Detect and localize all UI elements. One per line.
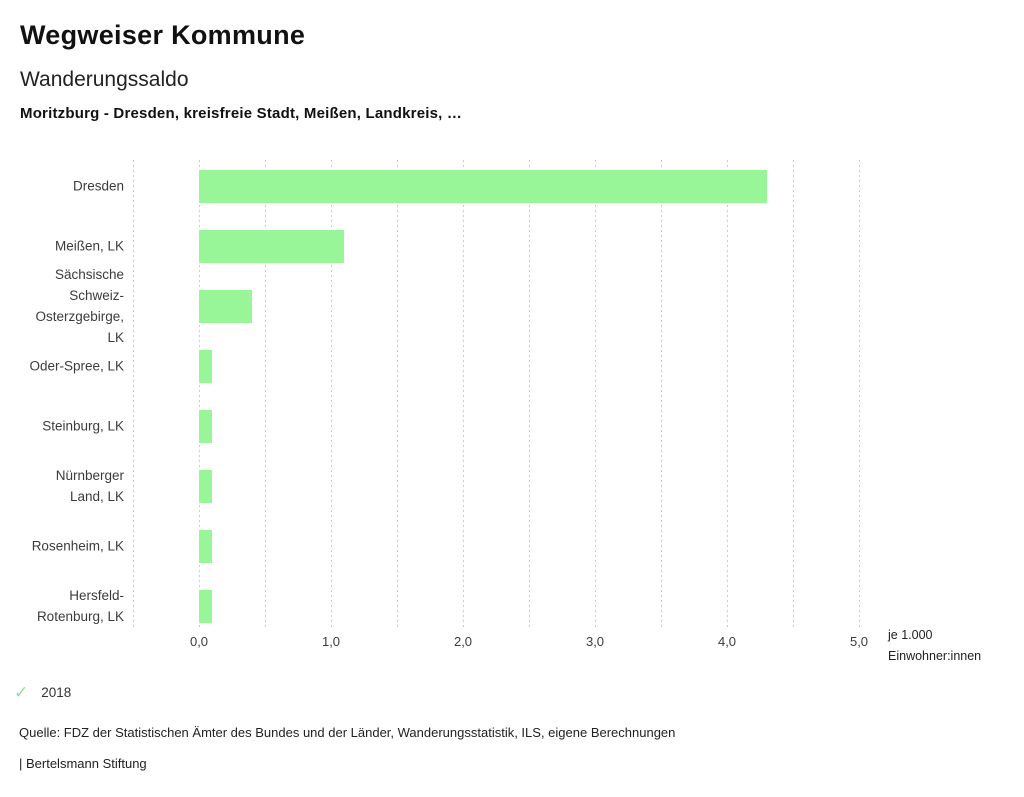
category-label: Oder-Spree, LK: [29, 358, 124, 374]
bar[interactable]: [199, 169, 767, 203]
legend-label: 2018: [41, 685, 72, 700]
category-label: Hersfeld-Rotenburg, LK: [36, 588, 124, 624]
bar[interactable]: [199, 469, 213, 503]
plot-area: [133, 160, 860, 627]
x-tick-label: 4,0: [717, 634, 737, 649]
category-label: Nürnberger Land, LK: [55, 468, 124, 504]
page-title: Wegweiser Kommune: [20, 20, 306, 50]
x-axis-unit-line1: je 1.000: [888, 628, 933, 642]
gridline: [661, 160, 662, 627]
gridline: [529, 160, 530, 627]
chart-subtitle-selection: Moritzburg - Dresden, kreisfreie Stadt, …: [20, 105, 463, 122]
category-label: Steinburg, LK: [42, 418, 124, 434]
bar[interactable]: [199, 529, 213, 563]
category-label: Meißen, LK: [54, 238, 124, 254]
chart-title: Wanderungssaldo: [20, 68, 189, 91]
gridline: [859, 160, 860, 627]
source-text: Quelle: FDZ der Statistischen Ämter des …: [19, 725, 676, 740]
category-label: Rosenheim, LK: [31, 538, 124, 554]
x-axis-unit-label: je 1.000 Einwohner:innen: [888, 625, 981, 667]
bar[interactable]: [199, 589, 213, 623]
x-axis-unit-line2: Einwohner:innen: [888, 649, 982, 663]
gridline: [793, 160, 794, 627]
gridline: [133, 160, 134, 627]
check-icon: ✓: [14, 683, 29, 702]
gridline: [265, 160, 266, 627]
bar[interactable]: [199, 409, 213, 443]
x-tick-label: 3,0: [585, 634, 605, 649]
attribution-text: | Bertelsmann Stiftung: [19, 756, 147, 771]
gridline: [331, 160, 332, 627]
legend-item-2018[interactable]: ✓ 2018: [14, 684, 71, 701]
x-tick-label: 5,0: [849, 634, 869, 649]
x-tick-label: 1,0: [321, 634, 341, 649]
gridline: [595, 160, 596, 627]
gridline: [199, 160, 200, 627]
category-label: Sächsische Schweiz-Osterzgebirge, LK: [35, 267, 124, 345]
gridline: [727, 160, 728, 627]
x-tick-label: 0,0: [189, 634, 209, 649]
gridline: [397, 160, 398, 627]
bar[interactable]: [199, 229, 345, 263]
gridline: [463, 160, 464, 627]
bar[interactable]: [199, 289, 252, 323]
x-tick-label: 2,0: [453, 634, 473, 649]
bar[interactable]: [199, 349, 213, 383]
category-label: Dresden: [72, 178, 124, 194]
